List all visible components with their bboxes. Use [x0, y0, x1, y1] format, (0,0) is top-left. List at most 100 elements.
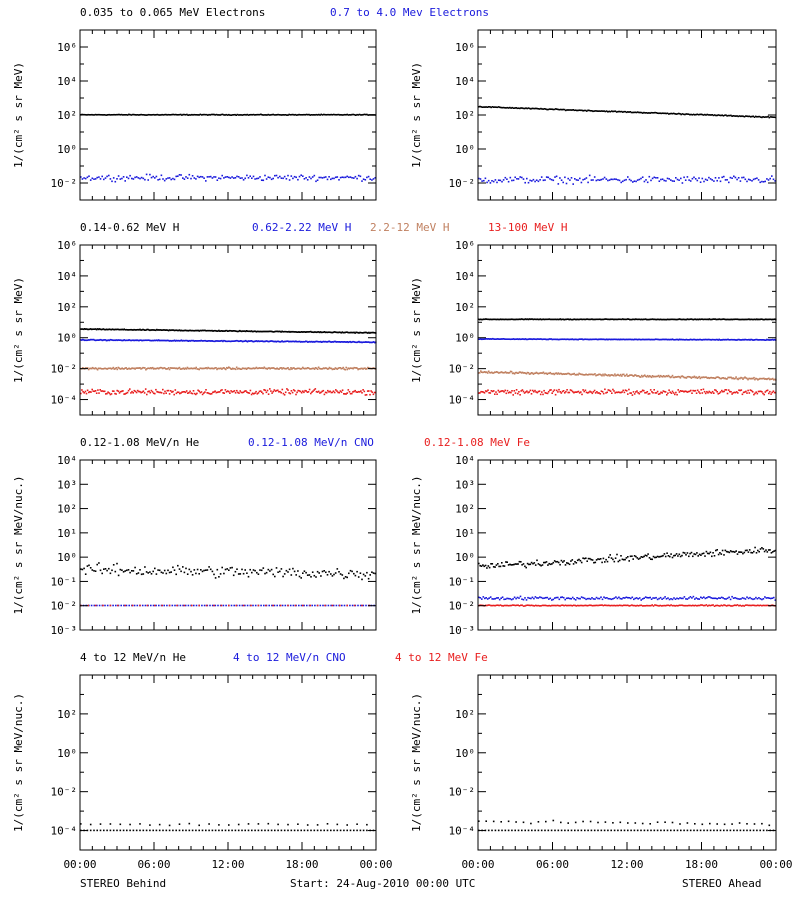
data-point — [501, 106, 504, 109]
data-point — [158, 329, 161, 331]
data-point — [513, 373, 516, 375]
data-point — [721, 318, 723, 321]
data-point — [611, 318, 613, 321]
data-point — [486, 567, 488, 569]
data-point — [680, 390, 683, 392]
data-point — [154, 114, 156, 116]
data-point — [90, 328, 93, 331]
data-point — [640, 338, 643, 341]
y-tick-label: 10³ — [455, 478, 475, 491]
data-point — [259, 367, 262, 369]
data-point — [624, 338, 626, 341]
data-point — [758, 597, 760, 599]
data-point — [634, 338, 637, 341]
data-point — [159, 391, 162, 394]
data-point — [619, 374, 621, 377]
data-point — [564, 598, 566, 601]
data-point — [167, 113, 170, 116]
data-point — [619, 391, 621, 394]
data-point — [754, 546, 756, 549]
data-point — [107, 391, 109, 393]
data-point — [358, 340, 360, 343]
data-point — [332, 604, 335, 607]
data-point — [287, 389, 289, 391]
data-point — [120, 113, 123, 116]
data-point — [757, 549, 759, 552]
data-point — [554, 829, 556, 832]
data-point — [244, 829, 246, 832]
data-point — [273, 331, 275, 333]
data-point — [562, 181, 564, 184]
data-point — [706, 377, 709, 379]
data-point — [230, 340, 232, 343]
data-point — [738, 115, 741, 117]
data-point — [595, 596, 598, 599]
data-point — [766, 178, 768, 180]
data-point — [489, 338, 492, 340]
data-point — [358, 368, 360, 370]
data-point — [111, 328, 114, 330]
data-point — [133, 367, 135, 370]
data-point — [729, 829, 732, 832]
data-point — [746, 596, 748, 598]
data-point — [644, 338, 647, 341]
data-point — [264, 389, 266, 392]
data-point — [708, 338, 711, 341]
data-point — [584, 178, 586, 180]
data-point — [726, 392, 729, 395]
data-point — [533, 107, 536, 110]
data-point — [265, 330, 268, 333]
data-point — [496, 393, 498, 395]
data-point — [575, 338, 577, 341]
data-point — [761, 339, 763, 341]
data-point — [290, 390, 293, 392]
data-point — [322, 340, 325, 343]
data-point — [664, 555, 667, 558]
data-point — [536, 604, 538, 607]
data-point — [489, 392, 492, 394]
data-point — [219, 114, 221, 116]
data-point — [541, 391, 543, 393]
data-point — [703, 318, 706, 321]
data-point — [310, 367, 313, 370]
data-point — [244, 177, 246, 180]
data-point — [559, 605, 561, 607]
data-point — [757, 604, 759, 607]
data-point — [298, 113, 300, 116]
data-point — [210, 367, 212, 370]
data-point — [262, 179, 265, 182]
data-point — [628, 178, 631, 181]
data-point — [760, 318, 762, 320]
data-point — [315, 390, 318, 393]
data-point — [716, 338, 718, 341]
data-point — [136, 114, 139, 116]
data-point — [717, 597, 720, 599]
data-point — [335, 604, 338, 607]
data-point — [364, 331, 366, 334]
data-point — [102, 368, 105, 370]
data-point — [166, 389, 169, 392]
data-point — [260, 179, 263, 181]
data-point — [295, 393, 297, 396]
data-point — [365, 341, 367, 343]
data-point — [299, 367, 301, 370]
data-point — [540, 564, 542, 567]
data-point — [749, 116, 752, 118]
data-point — [123, 328, 125, 330]
data-point — [510, 107, 512, 109]
data-point — [345, 331, 347, 333]
data-point — [521, 371, 524, 374]
data-point — [514, 338, 517, 340]
data-point — [684, 376, 687, 379]
data-point — [723, 339, 725, 341]
data-point — [551, 392, 553, 394]
data-point — [581, 338, 583, 340]
data-point — [762, 392, 764, 395]
data-point — [140, 113, 142, 116]
data-point — [769, 549, 771, 551]
data-point — [252, 569, 255, 571]
data-point — [123, 393, 125, 395]
data-point — [768, 377, 770, 380]
data-point — [548, 604, 550, 607]
data-point — [506, 338, 509, 340]
